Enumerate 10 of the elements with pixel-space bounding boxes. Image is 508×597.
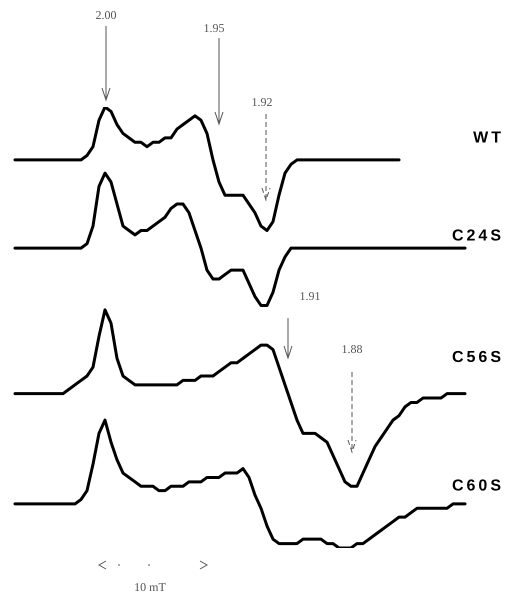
text: 10 mT (134, 580, 166, 595)
annotation: 1.88 (342, 342, 362, 357)
series-label: C56S (452, 349, 504, 366)
annotation: 1.91 (300, 289, 320, 304)
text: WT (473, 129, 504, 146)
series-label: C60S (452, 477, 504, 494)
text: 1.95 (204, 21, 224, 36)
annotation: 1.92 (252, 95, 272, 110)
text: 2.00 (96, 8, 116, 23)
series-label: C24S (452, 228, 504, 245)
